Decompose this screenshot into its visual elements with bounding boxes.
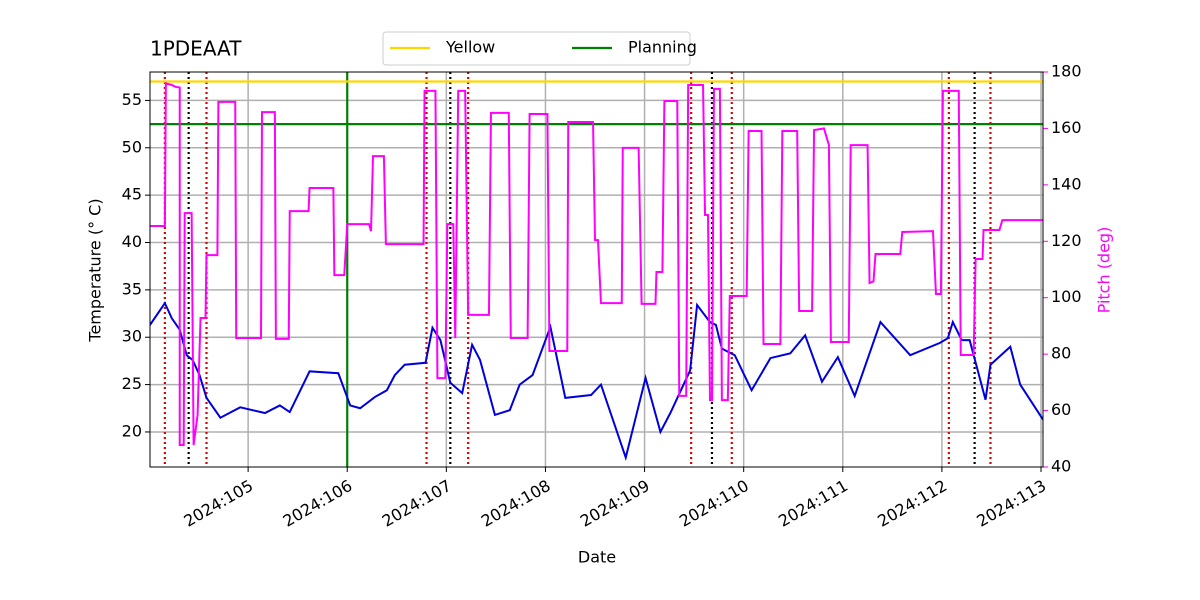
x-tick-label: 2024:108 <box>478 476 554 531</box>
x-tick-label: 2024:106 <box>280 476 356 531</box>
y-tick-label: 20 <box>122 421 142 440</box>
y-tick-label: 40 <box>122 232 142 251</box>
y2-tick-label: 160 <box>1051 118 1082 137</box>
plot-frame <box>149 71 1044 468</box>
x-axis-label: Date <box>578 548 616 567</box>
y2-tick-label: 140 <box>1051 174 1082 193</box>
y-tick-label: 25 <box>122 374 142 393</box>
x-tick-label: 2024:109 <box>577 476 653 531</box>
x-tick-label: 2024:111 <box>775 476 851 531</box>
y-tick-label: 50 <box>122 137 142 156</box>
y-tick-label: 35 <box>122 279 142 298</box>
legend-box <box>382 31 691 66</box>
y2-tick-label: 80 <box>1051 344 1071 363</box>
y-axis-label: Temperature (° C) <box>86 198 105 342</box>
legend-label: Planning <box>628 38 697 57</box>
y-tick-label: 45 <box>122 185 142 204</box>
data-line <box>150 81 1043 446</box>
x-tick-label: 2024:112 <box>874 476 950 531</box>
x-tick-label: 2024:107 <box>379 476 455 531</box>
x-tick-label: 2024:113 <box>973 476 1049 531</box>
data-line <box>150 301 1043 462</box>
x-tick-label: 2024:110 <box>676 476 752 531</box>
legend-label: Yellow <box>445 38 495 57</box>
y2-tick-label: 60 <box>1051 400 1071 419</box>
y2-tick-label: 120 <box>1051 231 1082 250</box>
y2-tick-label: 180 <box>1051 62 1082 81</box>
y2-tick-label: 40 <box>1051 457 1071 476</box>
y2-tick-label: 100 <box>1051 287 1082 306</box>
y2-axis-label: Pitch (deg) <box>1095 227 1114 314</box>
y-tick-label: 55 <box>122 90 142 109</box>
chart-title: 1PDEAAT <box>150 37 242 61</box>
y-tick-label: 30 <box>122 327 142 346</box>
x-tick-label: 2024:105 <box>180 476 256 531</box>
